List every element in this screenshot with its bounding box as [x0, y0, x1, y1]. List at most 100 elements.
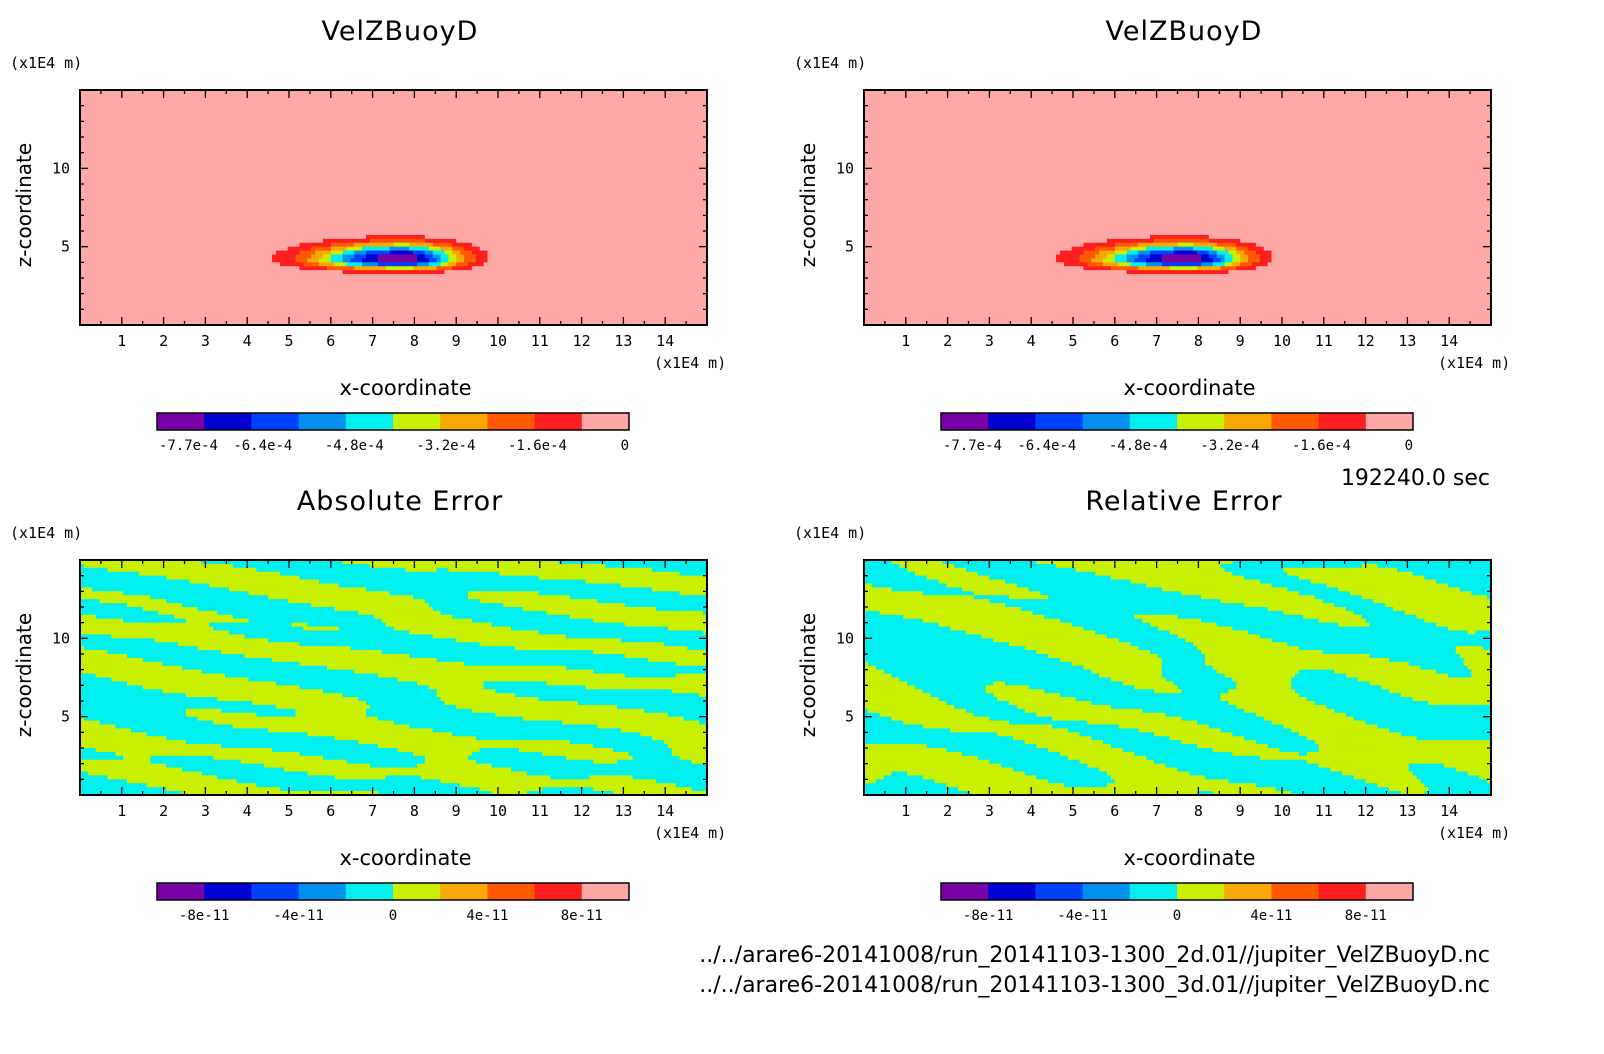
colorbar-swatch	[1082, 883, 1131, 900]
x-axis-label: x-coordinate	[80, 376, 731, 400]
colorbar-swatch	[1318, 413, 1367, 430]
file-path-3d: ../../arare6-20141008/run_20141103-1300_…	[699, 973, 1490, 998]
y-tick-label: 10	[52, 159, 70, 177]
colorbar-swatch	[440, 883, 488, 900]
x-tick-label: 2	[159, 332, 168, 350]
panel-velzbuoyd-2d: VelZBuoyD (x1E4 m) z-coordinate (x1E4 m)…	[0, 0, 780, 470]
x-tick-label: 10	[489, 802, 507, 820]
x-tick-label: 13	[1398, 802, 1416, 820]
x-tick-label: 3	[201, 802, 210, 820]
chart-title: Absolute Error	[0, 486, 800, 517]
colorbar-swatch	[1224, 883, 1272, 900]
colorbar-frame	[940, 882, 1414, 901]
y-tick-label: 10	[52, 629, 70, 647]
x-tick-label: 3	[201, 332, 210, 350]
x-tick-label: 6	[1110, 332, 1119, 350]
panel-absolute-error: Absolute Error (x1E4 m) z-coordinate (x1…	[0, 470, 780, 940]
colorbar-swatch	[1035, 883, 1084, 900]
y-ticks: 5 10	[836, 559, 1491, 796]
x-tick-label: 11	[1315, 332, 1333, 350]
x-tick-label: 6	[1110, 802, 1119, 820]
y-unit-label: (x1E4 m)	[794, 54, 866, 72]
y-tick-label: 5	[61, 238, 70, 256]
x-unit-label: (x1E4 m)	[654, 354, 726, 372]
colorbar-swatch	[393, 883, 441, 900]
x-ticks: 1 2 3 4 5 6 7 8 9 10 11 12 13 14	[79, 90, 708, 350]
colorbar-swatch	[988, 883, 1036, 900]
colorbar-frame	[940, 412, 1414, 431]
x-tick-label: 8	[1194, 332, 1203, 350]
x-tick-label: 2	[943, 802, 952, 820]
x-tick-label: 11	[1315, 802, 1333, 820]
colorbar-swatch	[1224, 413, 1272, 430]
y-ticks: 5 10	[52, 89, 707, 326]
colorbar-tick-label: 8e-11	[1345, 908, 1387, 924]
colorbar-tick-label: -4.8e-4	[1109, 438, 1168, 454]
x-tick-label: 1	[901, 332, 910, 350]
x-tick-label: 7	[368, 332, 377, 350]
x-tick-label: 7	[368, 802, 377, 820]
x-tick-label: 14	[1440, 802, 1458, 820]
x-tick-label: 9	[1236, 802, 1245, 820]
colorbar-tick-label: -3.2e-4	[416, 438, 475, 454]
x-unit-label: (x1E4 m)	[1438, 824, 1510, 842]
colorbar-swatch	[581, 883, 630, 900]
x-tick-label: 10	[1273, 332, 1291, 350]
x-tick-label: 4	[1027, 802, 1036, 820]
colorbar-swatch	[941, 413, 989, 430]
panel-velzbuoyd-3d: VelZBuoyD (x1E4 m) z-coordinate (x1E4 m)…	[784, 0, 1564, 470]
x-tick-label: 7	[1152, 332, 1161, 350]
colorbar-tick-label: -1.6e-4	[508, 438, 567, 454]
x-tick-label: 12	[573, 332, 591, 350]
x-tick-label: 5	[284, 802, 293, 820]
time-label: 192240.0 sec	[1341, 466, 1490, 491]
contour-field	[864, 90, 1492, 326]
x-tick-label: 2	[159, 802, 168, 820]
colorbar-tick-label: -6.4e-4	[1017, 438, 1076, 454]
colorbar-swatch	[941, 883, 989, 900]
colorbar-swatch	[1365, 883, 1414, 900]
colorbar: -8e-11 -4e-11 0 4e-11 8e-11	[940, 882, 1414, 924]
colorbar-tick-label: -4e-11	[1057, 908, 1108, 924]
colorbar-tick-label: -7.7e-4	[159, 438, 218, 454]
chart-title: VelZBuoyD	[0, 16, 800, 47]
x-tick-label: 13	[1398, 332, 1416, 350]
colorbar-swatch	[251, 413, 300, 430]
colorbar-frame	[156, 412, 630, 431]
x-ticks: 1 2 3 4 5 6 7 8 9 10 11 12 13 14	[863, 560, 1492, 820]
x-tick-label: 11	[531, 332, 549, 350]
x-tick-label: 14	[1440, 332, 1458, 350]
contour-field	[80, 560, 708, 796]
x-tick-label: 4	[243, 802, 252, 820]
x-tick-label: 1	[117, 332, 126, 350]
colorbar-tick-label: 4e-11	[1250, 908, 1292, 924]
x-unit-label: (x1E4 m)	[654, 824, 726, 842]
colorbar: -7.7e-4 -6.4e-4 -4.8e-4 -3.2e-4 -1.6e-4 0	[156, 412, 630, 454]
x-tick-label: 12	[573, 802, 591, 820]
chart-title: VelZBuoyD	[784, 16, 1584, 47]
y-tick-label: 5	[61, 708, 70, 726]
colorbar-swatch	[534, 413, 583, 430]
colorbar-swatch	[393, 413, 441, 430]
x-ticks: 1 2 3 4 5 6 7 8 9 10 11 12 13 14	[79, 560, 708, 820]
colorbar: -8e-11 -4e-11 0 4e-11 8e-11	[156, 882, 630, 924]
colorbar-swatch	[1129, 883, 1178, 900]
x-tick-label: 5	[1068, 332, 1077, 350]
colorbar-swatch	[1082, 413, 1131, 430]
colorbar-swatch	[157, 883, 205, 900]
colorbar-tick-label: 8e-11	[561, 908, 603, 924]
x-tick-label: 9	[452, 332, 461, 350]
colorbar-tick-label: -6.4e-4	[233, 438, 292, 454]
x-tick-label: 8	[410, 332, 419, 350]
x-tick-label: 13	[614, 332, 632, 350]
y-ticks: 5 10	[52, 559, 707, 796]
colorbar-swatch	[1035, 413, 1084, 430]
x-tick-label: 6	[326, 332, 335, 350]
colorbar-swatch	[251, 883, 300, 900]
colorbar-tick-label: 0	[1405, 438, 1413, 454]
colorbar-swatch	[1318, 883, 1367, 900]
colorbar-swatch	[988, 413, 1036, 430]
y-tick-label: 5	[845, 238, 854, 256]
